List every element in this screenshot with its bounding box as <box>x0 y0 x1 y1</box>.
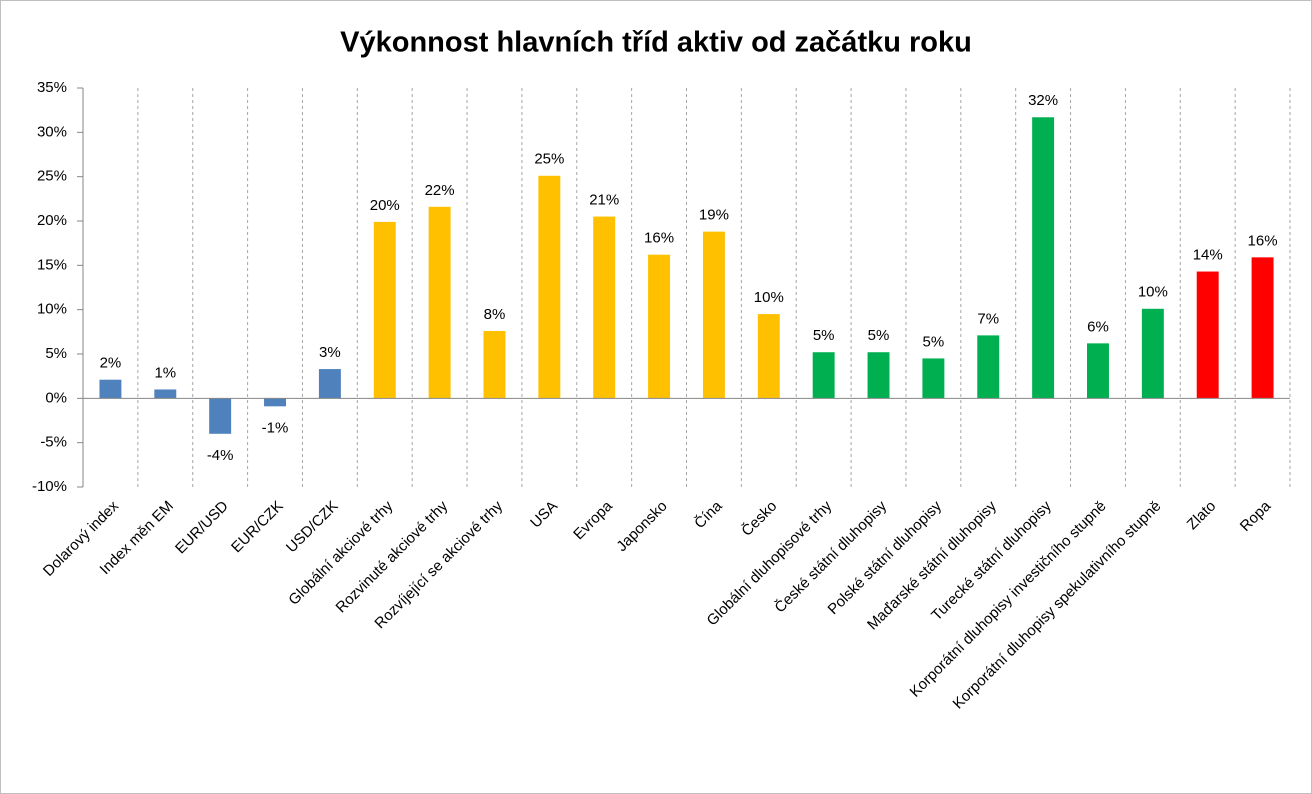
y-tick-label: -10% <box>32 478 67 495</box>
bar <box>99 379 122 399</box>
bar <box>1087 343 1109 399</box>
data-label: -1% <box>262 419 289 436</box>
data-label: 2% <box>100 355 122 372</box>
y-tick-label: 0% <box>45 389 67 406</box>
y-tick-label: 5% <box>45 345 67 362</box>
y-tick-label: 20% <box>37 212 67 229</box>
bar <box>318 369 341 399</box>
bar <box>1141 308 1164 399</box>
bar <box>757 314 780 399</box>
bar <box>538 175 561 399</box>
data-label: 16% <box>1248 232 1278 249</box>
bar <box>922 358 945 399</box>
data-label: 32% <box>1028 92 1058 109</box>
bar <box>648 254 671 399</box>
data-label: 1% <box>154 364 176 381</box>
bar <box>702 231 725 399</box>
bar <box>1196 271 1219 399</box>
data-label: -4% <box>207 447 234 464</box>
data-label: 5% <box>923 333 945 350</box>
data-label: 21% <box>589 192 619 209</box>
data-label: 20% <box>370 197 400 214</box>
bar <box>154 389 177 399</box>
data-label: 25% <box>534 151 564 168</box>
data-label: 16% <box>644 230 674 247</box>
bar <box>977 335 1000 399</box>
bar <box>483 330 506 399</box>
data-label: 7% <box>977 310 999 327</box>
bar <box>1032 117 1055 399</box>
bar <box>812 352 835 399</box>
data-label: 10% <box>1138 284 1168 301</box>
bar <box>373 221 396 399</box>
bar <box>1251 257 1274 399</box>
bar <box>428 206 451 399</box>
y-tick-label: 10% <box>37 301 67 318</box>
bar <box>264 398 286 407</box>
data-label: 8% <box>484 306 506 323</box>
y-tick-label: 15% <box>37 256 67 273</box>
data-label: 5% <box>813 327 835 344</box>
data-label: 22% <box>425 182 455 199</box>
y-tick-label: -5% <box>40 434 67 451</box>
bar <box>593 216 616 399</box>
y-tick-label: 25% <box>37 168 67 185</box>
data-label: 19% <box>699 207 729 224</box>
chart-title: Výkonnost hlavních tříd aktiv od začátku… <box>340 27 972 59</box>
data-label: 5% <box>868 327 890 344</box>
data-label: 3% <box>319 344 341 361</box>
bar <box>209 398 232 434</box>
bar <box>867 352 890 399</box>
data-label: 6% <box>1087 318 1109 335</box>
y-tick-label: 30% <box>37 123 67 140</box>
y-tick-label: 35% <box>37 79 67 96</box>
data-label: 14% <box>1193 247 1223 264</box>
data-label: 10% <box>754 289 784 306</box>
